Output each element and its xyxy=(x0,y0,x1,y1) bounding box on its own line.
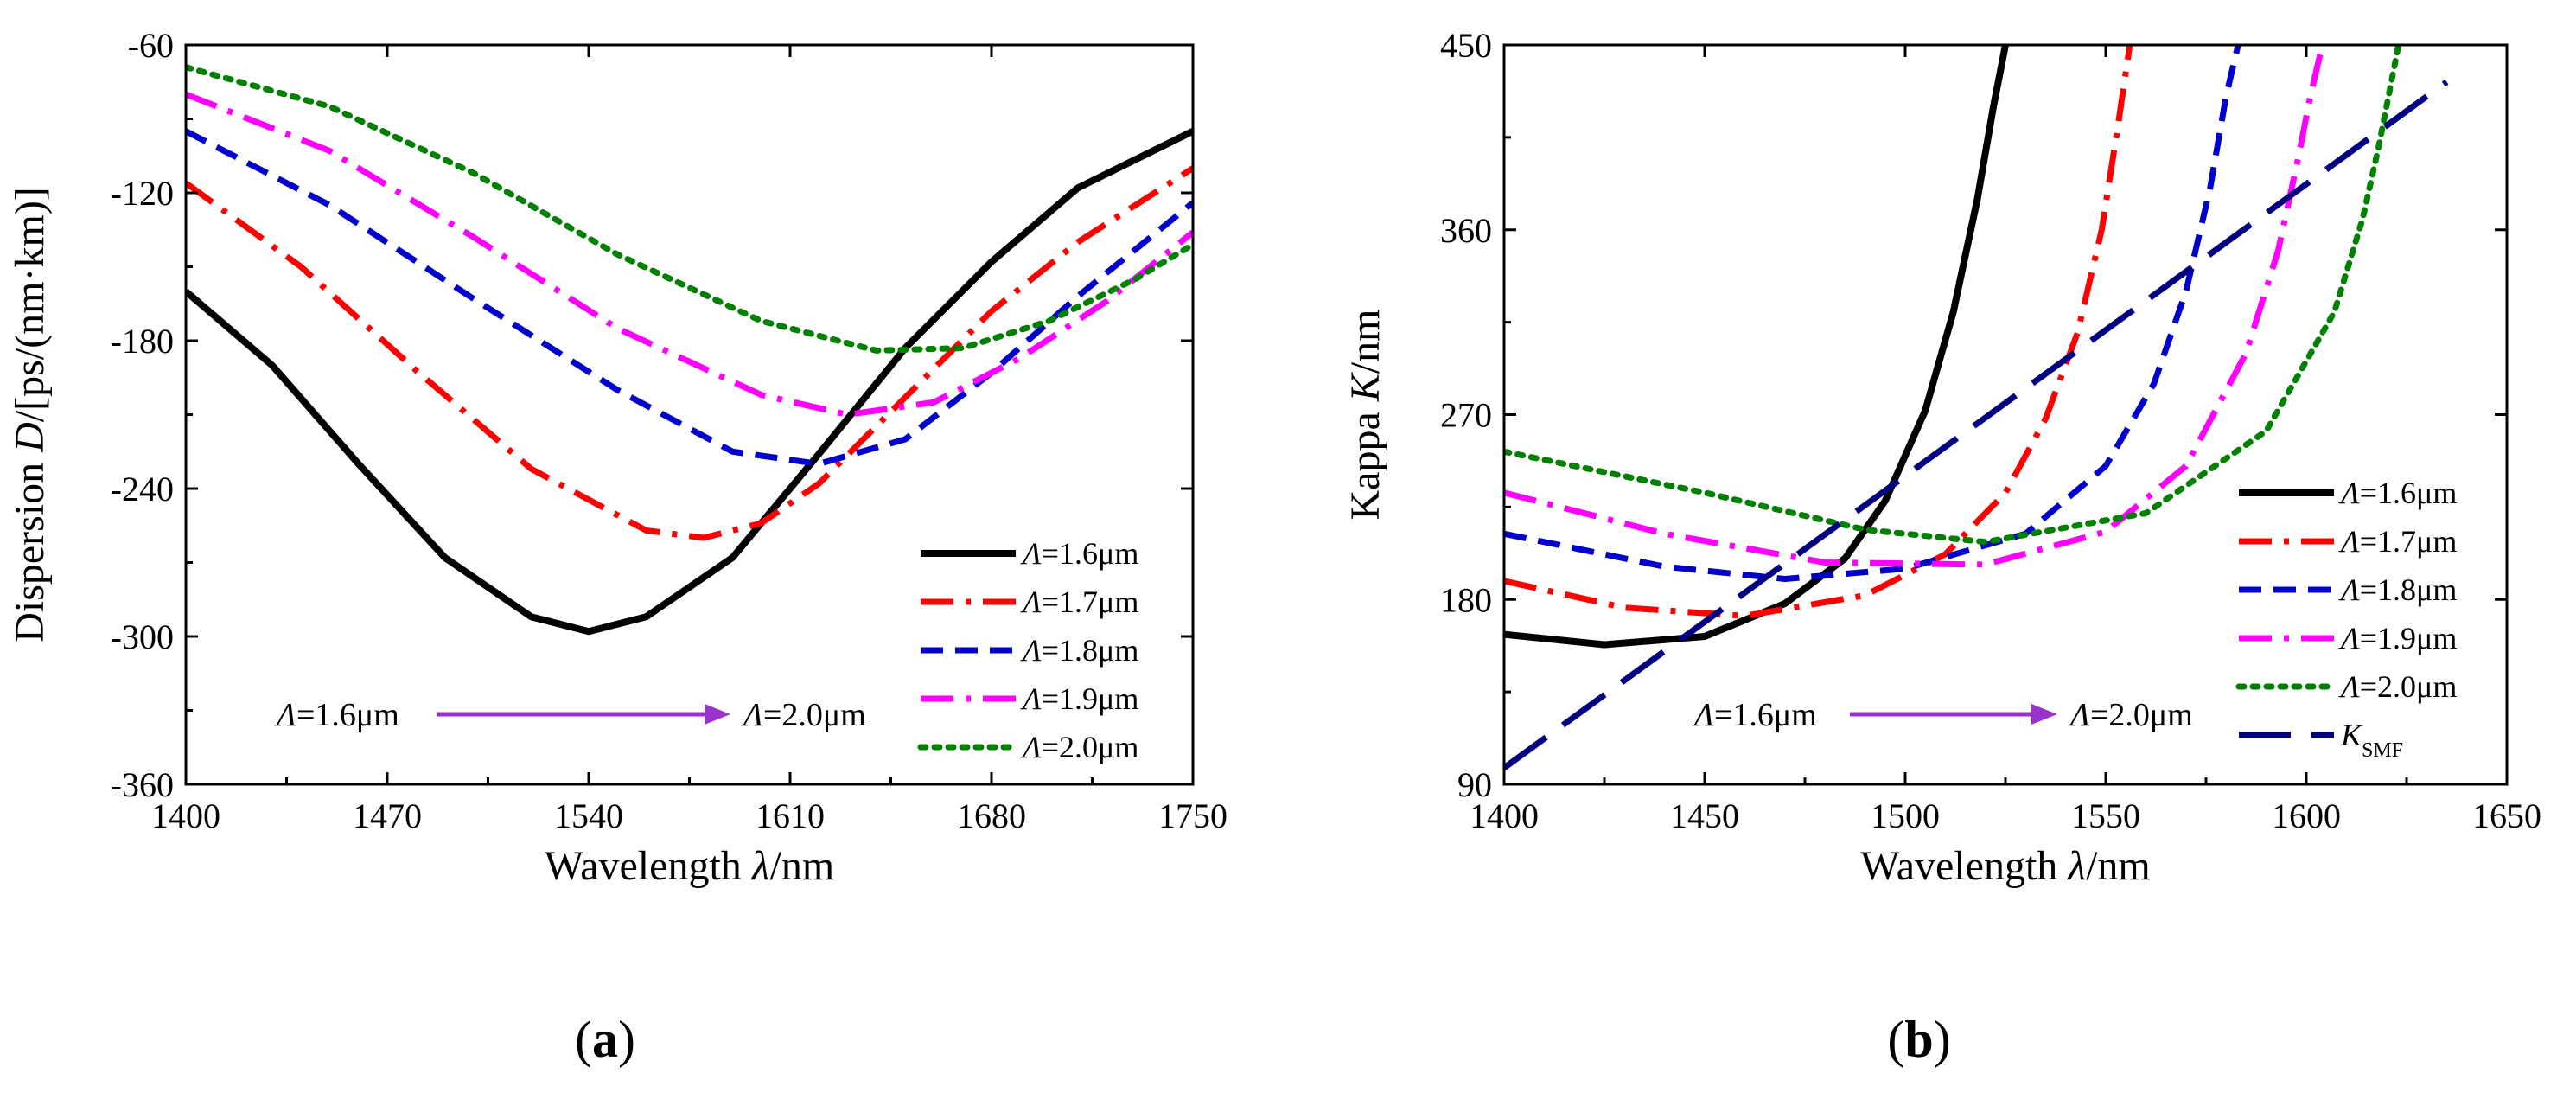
legend-label: Λ=1.9μm xyxy=(1020,681,1138,716)
y-tick-label: -180 xyxy=(111,322,174,361)
x-tick-label: 1600 xyxy=(2272,796,2341,835)
plot-area xyxy=(186,64,1193,636)
plot-area xyxy=(1504,45,2449,770)
series-line-3 xyxy=(1504,45,2241,582)
legend-label: Λ=1.7μm xyxy=(2338,524,2457,559)
series-line-6 xyxy=(1504,79,2449,770)
y-tick-label: 270 xyxy=(1440,396,1492,435)
x-tick-label: 1610 xyxy=(756,796,825,835)
annotation-to: Λ=2.0μm xyxy=(2068,697,2193,733)
y-tick-label: -60 xyxy=(128,26,174,65)
y-axis-title: Dispersion D/[ps/(nm·km)] xyxy=(7,187,53,642)
annotation-arrowhead xyxy=(2031,704,2057,725)
annotation: Λ=1.6μm Λ=2.0μm xyxy=(274,697,866,733)
series-line-2 xyxy=(1504,45,2133,619)
series-line-1 xyxy=(1504,45,2009,649)
x-tick-label: 1500 xyxy=(1871,796,1940,835)
plot-frame xyxy=(184,43,1195,786)
panel-label: (a) xyxy=(575,1011,635,1068)
legend-label: Λ=1.9μm xyxy=(2338,621,2457,655)
series-line-5 xyxy=(1504,45,2402,546)
y-tick-label: -120 xyxy=(111,174,174,213)
y-tick-label: -300 xyxy=(111,617,174,656)
annotation: Λ=1.6μm Λ=2.0μm xyxy=(1692,697,2193,733)
annotation-arrowhead xyxy=(705,704,730,725)
y-tick-label: 450 xyxy=(1440,26,1492,65)
panel-label: (b) xyxy=(1887,1011,1950,1068)
y-tick-label: 180 xyxy=(1440,580,1492,619)
legend-label: Λ=1.8μm xyxy=(2338,572,2457,607)
legend-label: Λ=1.7μm xyxy=(1020,585,1138,619)
x-tick-label: 1400 xyxy=(1470,796,1539,835)
series-line-4 xyxy=(1504,45,2325,568)
y-tick-label: -240 xyxy=(111,470,174,508)
annotation-to: Λ=2.0μm xyxy=(741,697,866,733)
legend-label: Λ=2.0μm xyxy=(2338,669,2457,704)
x-axis-title: Wavelength λ/nm xyxy=(545,843,835,889)
annotation-from: Λ=1.6μm xyxy=(274,697,399,733)
legend: Λ=1.6μm Λ=1.7μm Λ=1.8μm Λ=1.9μm Λ=2.0μm KSMF xyxy=(2235,476,2457,762)
series-line-3 xyxy=(186,128,1193,467)
x-tick-label: 1550 xyxy=(2071,796,2140,835)
legend-label: Λ=1.6μm xyxy=(2338,476,2457,510)
x-tick-label: 1680 xyxy=(957,796,1026,835)
legend-label: Λ=1.6μm xyxy=(1020,536,1138,571)
y-tick-label: -360 xyxy=(111,765,174,804)
y-tick-label: 90 xyxy=(1457,765,1492,804)
chart-b: 1400 1450 1500 1550 1600 1650 90 180 270 360 450 Wa… xyxy=(1342,26,2541,1068)
series-line-5 xyxy=(186,64,1193,354)
x-tick-label: 1470 xyxy=(353,796,422,835)
series-line-1 xyxy=(186,128,1193,636)
x-tick-label: 1450 xyxy=(1670,796,1739,835)
annotation-from: Λ=1.6μm xyxy=(1692,697,1817,733)
x-tick-label: 1750 xyxy=(1158,796,1227,835)
legend-label: Λ=1.8μm xyxy=(1020,633,1138,668)
legend: Λ=1.6μm Λ=1.7μm Λ=1.8μm Λ=1.9μm Λ=2.0μm xyxy=(917,536,1138,764)
x-tick-label: 1540 xyxy=(554,796,623,835)
series-line-4 xyxy=(186,91,1193,418)
y-axis-title: Kappa K/nm xyxy=(1342,310,1388,521)
x-tick-label: 1650 xyxy=(2472,796,2541,835)
x-tick-label: 1400 xyxy=(151,796,220,835)
chart-a: 1400 1470 1540 1610 1680 1750 -360 -300 -240 -180… xyxy=(7,26,1227,1068)
x-axis-title: Wavelength λ/nm xyxy=(1860,843,2151,889)
y-tick-label: 360 xyxy=(1440,211,1492,250)
legend-label: KSMF xyxy=(2340,718,2403,762)
legend-label: Λ=2.0μm xyxy=(1020,730,1138,764)
series-line-2 xyxy=(186,165,1193,541)
